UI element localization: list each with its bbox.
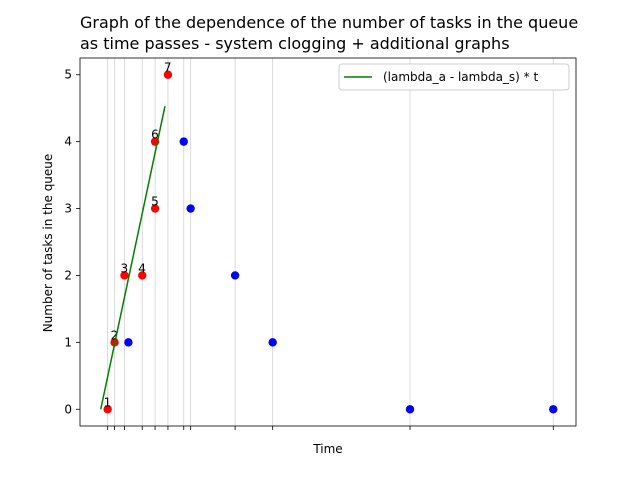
data-point: [230, 271, 240, 280]
legend-entry-label: (lambda_a - lambda_s) * t: [383, 70, 538, 84]
x-axis-label: Time: [312, 442, 342, 456]
point-label: 5: [151, 195, 159, 209]
data-point: [405, 405, 415, 414]
y-tick-label: 1: [64, 335, 72, 349]
y-axis-label: Number of tasks in the queue: [41, 154, 55, 333]
legend: (lambda_a - lambda_s) * t: [338, 63, 570, 91]
data-point: [124, 338, 133, 347]
trend-line: [100, 106, 166, 410]
y-tick-label: 4: [64, 135, 72, 149]
point-label: 3: [120, 261, 128, 275]
y-tick-label: 0: [64, 402, 72, 416]
grid-layer: [107, 58, 554, 426]
data-point: [138, 271, 147, 280]
point-label: 4: [138, 261, 146, 275]
y-tick-label: 2: [64, 268, 72, 282]
plot-frame: [79, 57, 577, 427]
y-tick-label: 5: [64, 68, 72, 82]
y-tick-label: 3: [64, 202, 72, 216]
point-label: 2: [111, 328, 119, 342]
legend-box: [338, 63, 570, 91]
data-point: [163, 70, 173, 79]
data-point: [120, 271, 129, 280]
series-layer: 1 2 3 4 5 6 7: [100, 61, 558, 414]
chart-title-line-1: Graph of the dependence of the number of…: [80, 13, 578, 32]
data-point: [268, 338, 277, 347]
point-label: 6: [151, 128, 159, 142]
chart-title-line-2: as time passes - system clogging + addit…: [80, 34, 510, 53]
data-point: [186, 204, 195, 213]
point-label: 1: [104, 395, 112, 409]
data-point: [150, 204, 160, 213]
data-point: [103, 405, 112, 414]
point-label: 7: [164, 61, 172, 75]
data-point: [179, 137, 188, 146]
data-point: [549, 405, 558, 414]
